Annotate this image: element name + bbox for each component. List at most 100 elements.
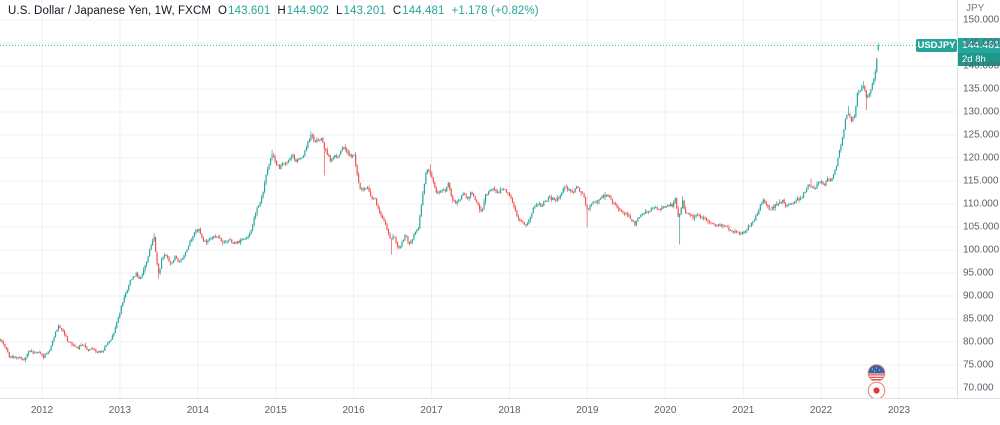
candle-body (831, 178, 833, 182)
candle-body (231, 239, 233, 243)
candle-body (579, 187, 581, 192)
candle-body (493, 188, 496, 190)
close-value: 144.481 (402, 5, 445, 17)
candle-body (856, 92, 858, 107)
candle-body (608, 195, 611, 198)
candle-body (344, 147, 346, 150)
candle-body (640, 215, 642, 218)
candle-body (638, 217, 640, 219)
symbol-title[interactable]: U.S. Dollar / Japanese Yen, 1W, FXCM (8, 5, 212, 17)
candle-body (452, 196, 454, 201)
candle-body (570, 189, 572, 192)
candle-body (817, 182, 820, 184)
candle-body (8, 352, 10, 357)
candle-body (765, 202, 767, 205)
candle-body (266, 168, 269, 175)
candle-body (462, 193, 464, 196)
candle-body (228, 239, 230, 241)
candle-body (658, 209, 660, 210)
candle-body (352, 155, 354, 157)
candle-body (393, 236, 396, 238)
japan-flag-disc (873, 387, 880, 394)
candle-body (804, 192, 806, 194)
candle-body (116, 322, 118, 328)
candle-body (410, 241, 412, 244)
candle-body (71, 342, 73, 345)
candle-body (529, 216, 531, 220)
candle-body (414, 231, 417, 235)
candle-body (331, 158, 333, 162)
candle-body (682, 200, 684, 209)
candle-body (625, 213, 627, 215)
candle-body (247, 236, 249, 238)
price-axis[interactable]: JPY 144.481 2d 8h 150.000 145.000 140.000 1… (957, 0, 1000, 399)
candle-body (301, 157, 303, 159)
candle-body (801, 197, 803, 199)
candle-body (229, 239, 231, 241)
candle-body (192, 236, 194, 240)
candle-body (662, 206, 664, 208)
us-flag-star (878, 369, 881, 371)
candle-body (59, 325, 61, 329)
candle-body (135, 273, 137, 277)
candle-body (495, 189, 497, 193)
candle-body (855, 106, 857, 117)
candle-body (805, 189, 808, 193)
last-price-label: 144.481 (958, 37, 1000, 53)
candle-body (57, 325, 60, 330)
candle-body (171, 262, 173, 264)
candle-body (835, 166, 838, 170)
candle-body (32, 351, 34, 354)
candle-body (113, 332, 115, 336)
candle-body (619, 208, 621, 210)
candle-body (710, 222, 712, 224)
candle-body (859, 90, 861, 92)
candle-body (396, 242, 399, 247)
time-axis[interactable]: 2012 2013 2014 2015 2016 2017 2018 2019 2020 2021… (0, 398, 1000, 425)
candle-body (120, 306, 122, 314)
candle-body (826, 178, 829, 182)
candle-body (585, 196, 587, 205)
candle-body (202, 238, 204, 241)
candle-body (75, 346, 78, 348)
candle-body (417, 228, 419, 230)
candle-body (346, 149, 348, 152)
candle-body (616, 204, 618, 208)
candle-body (226, 240, 228, 242)
candle-body (685, 209, 687, 214)
candle-body (332, 157, 334, 159)
candle-body (688, 213, 690, 214)
candle-body (846, 114, 848, 120)
candle-body (746, 228, 748, 231)
candle-body (877, 45, 879, 50)
candle-body (434, 182, 436, 188)
candle-body (577, 186, 579, 188)
candle-body (107, 343, 109, 346)
candle-body (649, 211, 651, 213)
candle-body (11, 355, 13, 358)
candle-body (797, 198, 799, 201)
candle-body (54, 331, 57, 338)
candle-body (759, 204, 761, 211)
candle-body (667, 205, 669, 207)
candle-body (261, 197, 263, 203)
candle-body (62, 329, 64, 331)
candle-body (17, 357, 19, 359)
candle-body (204, 240, 206, 242)
candle-body (620, 209, 623, 212)
candle-body (592, 201, 594, 204)
year-tick-label: 2018 (498, 405, 521, 416)
candle-body (483, 201, 485, 209)
candle-body (222, 241, 224, 243)
candle-body (583, 193, 585, 197)
candle-body (676, 198, 678, 209)
candle-body (695, 214, 697, 218)
candle-body (496, 191, 499, 193)
candle-body (131, 279, 133, 281)
candle-body (69, 341, 72, 343)
price-tick-label: 100.000 (963, 244, 1000, 256)
candle-body (337, 156, 339, 158)
candle-body (773, 206, 775, 208)
candle-body (425, 173, 427, 184)
